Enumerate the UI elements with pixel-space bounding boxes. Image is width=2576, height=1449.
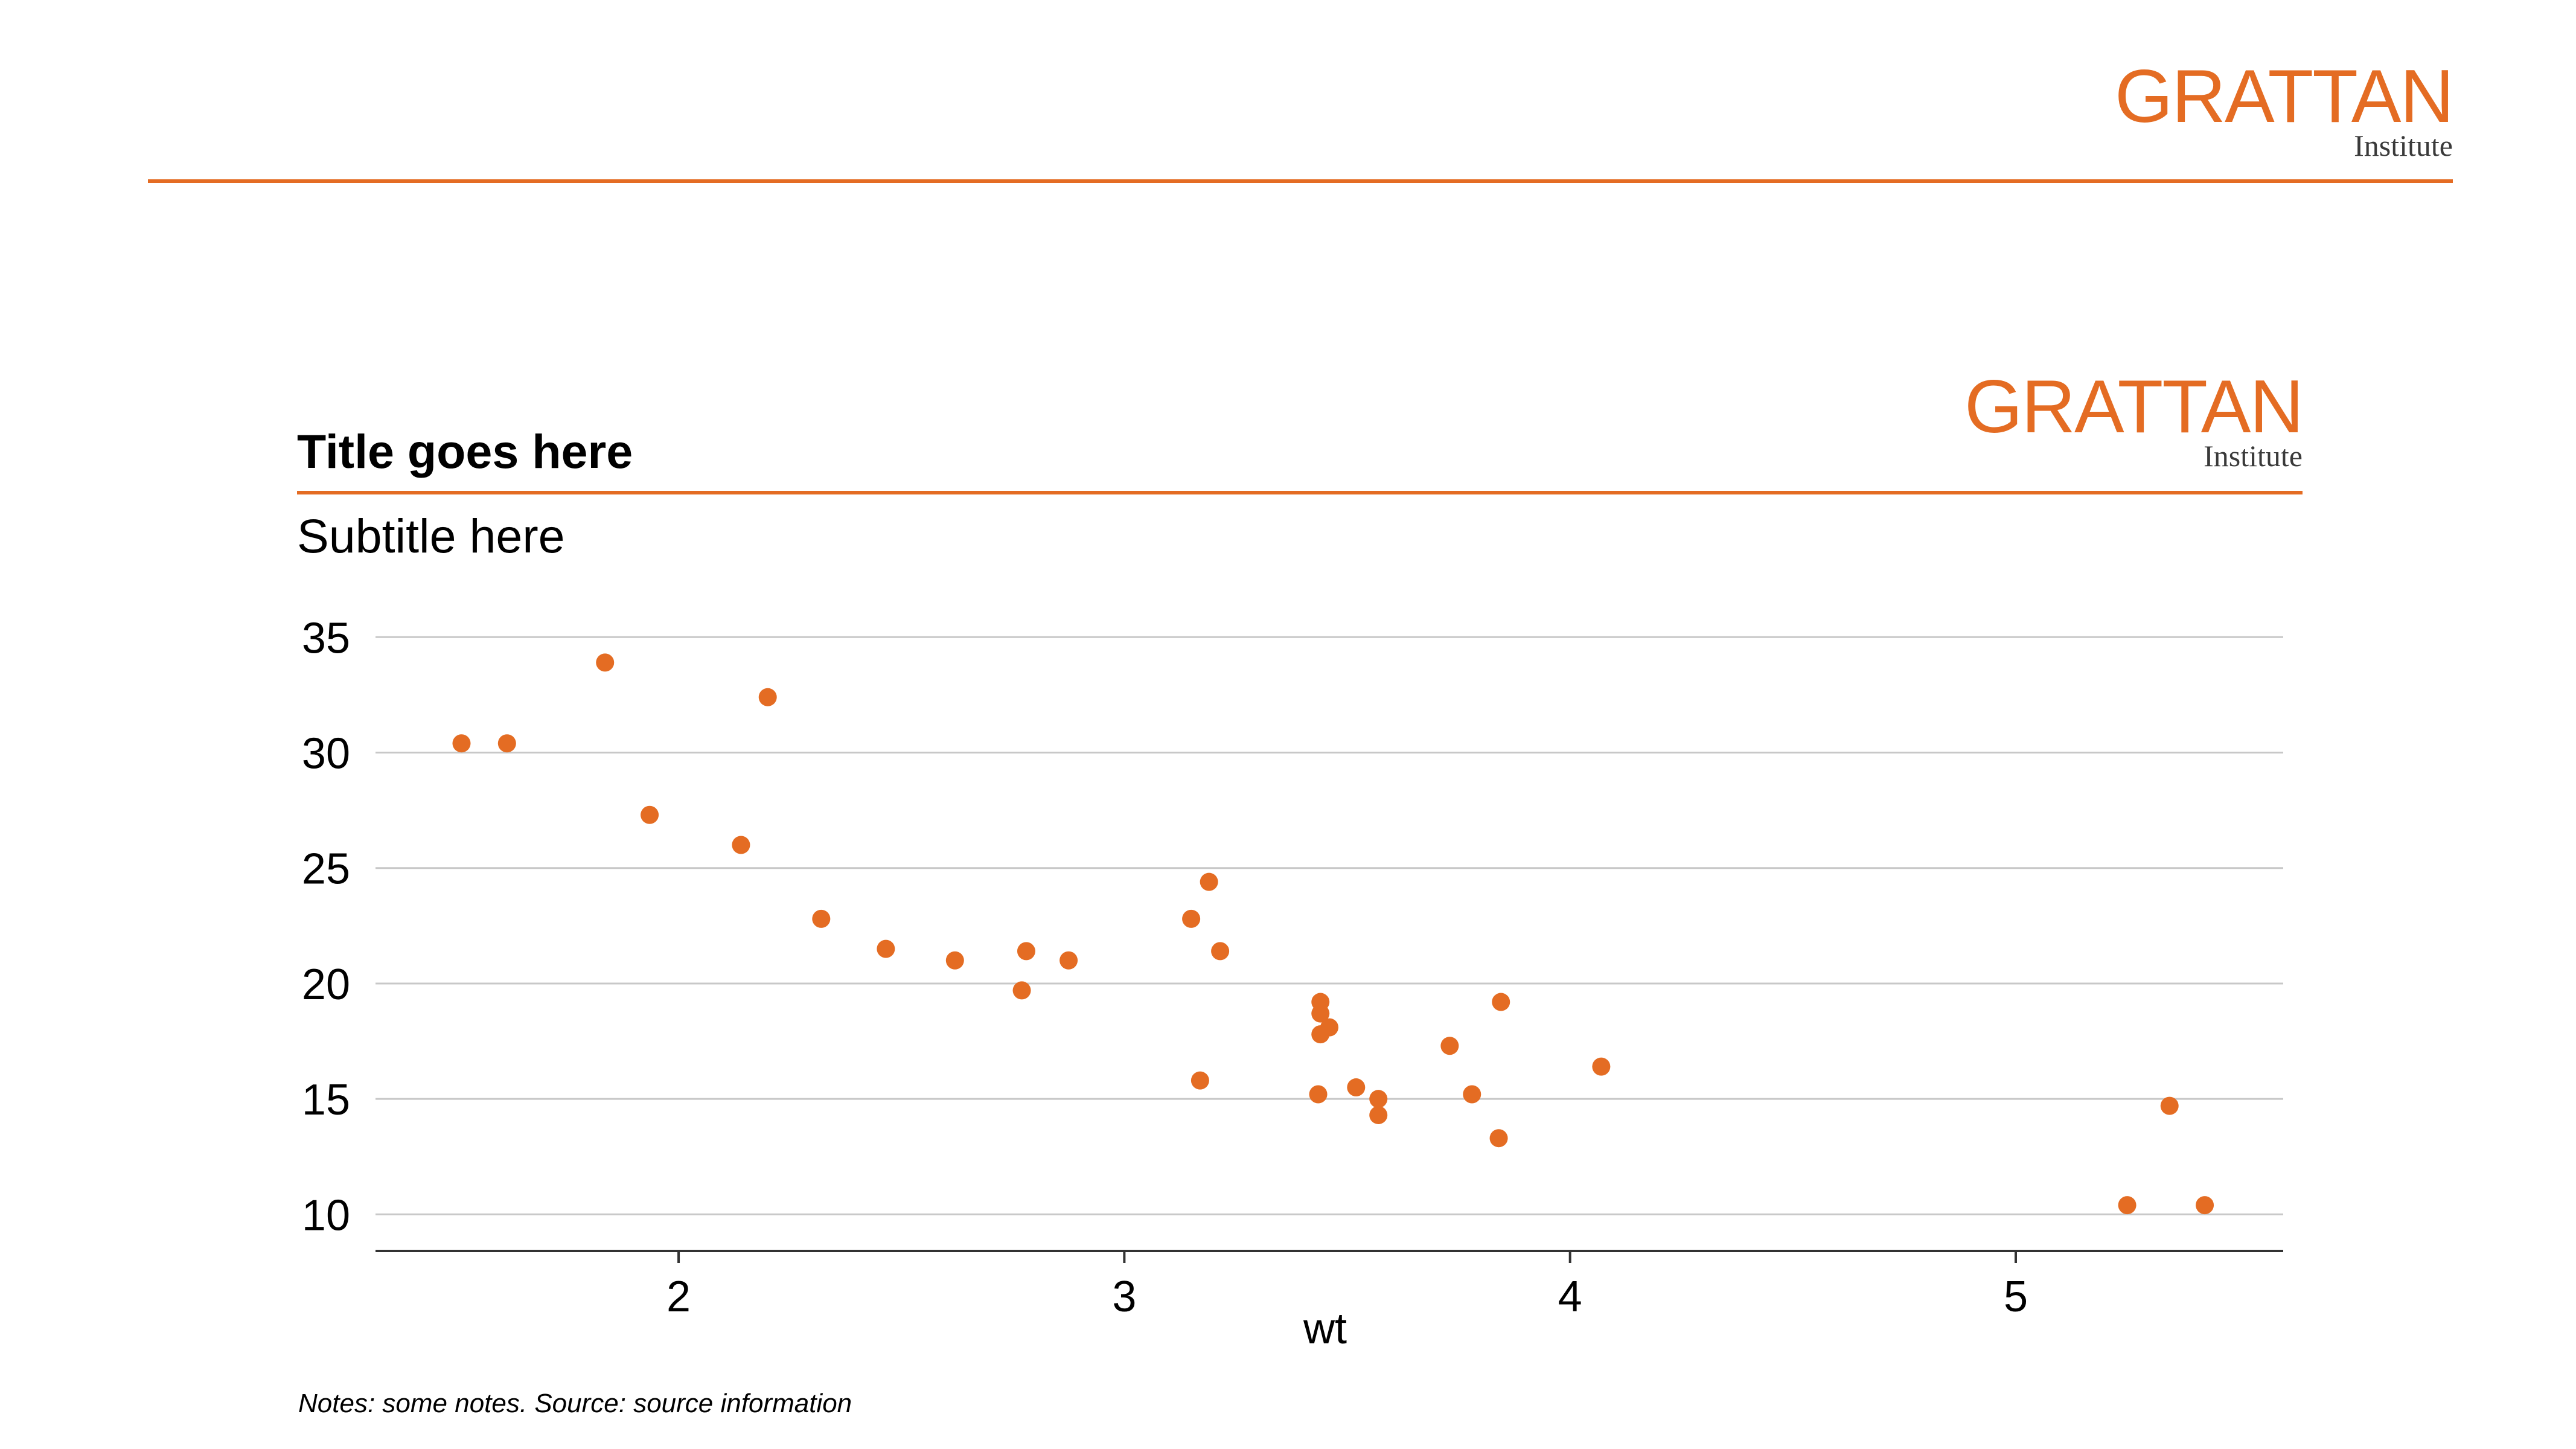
y-tick-label: 20 — [302, 961, 350, 1009]
data-point — [1017, 942, 1035, 961]
data-point — [1592, 1057, 1611, 1076]
data-point — [1059, 951, 1078, 970]
x-tick-label: 4 — [1558, 1273, 1582, 1321]
logo-subtext: Institute — [2354, 129, 2453, 162]
axes — [376, 1250, 2283, 1263]
grattan-logo-header: GRATTAN Institute — [2114, 55, 2454, 162]
notes-text: some notes. — [382, 1389, 528, 1418]
x-tick-label: 2 — [666, 1273, 691, 1321]
header-divider — [148, 179, 2453, 183]
data-point — [1309, 1085, 1328, 1104]
data-point — [1369, 1105, 1388, 1124]
data-point — [2118, 1196, 2137, 1215]
data-point — [1320, 1018, 1338, 1037]
tick-labels: 10 15 20 25 30 35 2 3 4 5 — [302, 614, 2028, 1321]
data-point — [732, 836, 750, 854]
data-point — [1012, 981, 1031, 1000]
x-tick-label: 5 — [2004, 1273, 2028, 1321]
data-point — [596, 653, 615, 672]
data-point — [1463, 1085, 1481, 1104]
y-tick-label: 30 — [302, 730, 350, 778]
data-point — [1182, 909, 1201, 928]
notes-label: Notes: — [298, 1389, 376, 1418]
data-point — [2196, 1196, 2214, 1215]
y-tick-label: 35 — [302, 614, 350, 662]
data-point — [1211, 942, 1230, 961]
logo-wordmark: GRATTAN — [2114, 55, 2454, 138]
data-point — [1489, 1129, 1508, 1148]
data-point — [641, 805, 659, 824]
gridlines — [376, 636, 2283, 1215]
data-point — [452, 734, 471, 753]
data-point — [758, 688, 777, 706]
data-point — [1492, 993, 1510, 1011]
data-point — [1311, 993, 1330, 1011]
title-divider — [297, 491, 2303, 494]
grattan-logo-chart: GRATTAN Institute — [1964, 365, 2304, 473]
data-point — [1369, 1090, 1388, 1108]
chart-subtitle: Subtitle here — [297, 509, 565, 563]
data-point — [1200, 872, 1218, 891]
logo-subtext: Institute — [2204, 439, 2303, 473]
data-point — [1440, 1037, 1459, 1055]
chart-notes: Notes: some notes. Source: source inform… — [298, 1389, 852, 1419]
data-point — [945, 951, 964, 970]
x-tick-label: 3 — [1112, 1273, 1136, 1321]
x-axis-label: wt — [1303, 1305, 1347, 1353]
source-label: Source: — [534, 1389, 626, 1418]
data-point — [2160, 1096, 2179, 1115]
y-tick-label: 25 — [302, 845, 350, 894]
data-point — [1191, 1071, 1209, 1090]
data-point — [877, 939, 895, 958]
data-point — [497, 734, 516, 753]
chart-title: Title goes here — [297, 424, 633, 478]
source-text: source information — [633, 1389, 852, 1418]
logo-wordmark: GRATTAN — [1964, 365, 2304, 449]
data-point — [812, 909, 831, 928]
data-points — [452, 653, 2214, 1215]
y-tick-label: 15 — [302, 1076, 350, 1124]
data-point — [1347, 1078, 1366, 1097]
y-tick-label: 10 — [302, 1191, 350, 1239]
